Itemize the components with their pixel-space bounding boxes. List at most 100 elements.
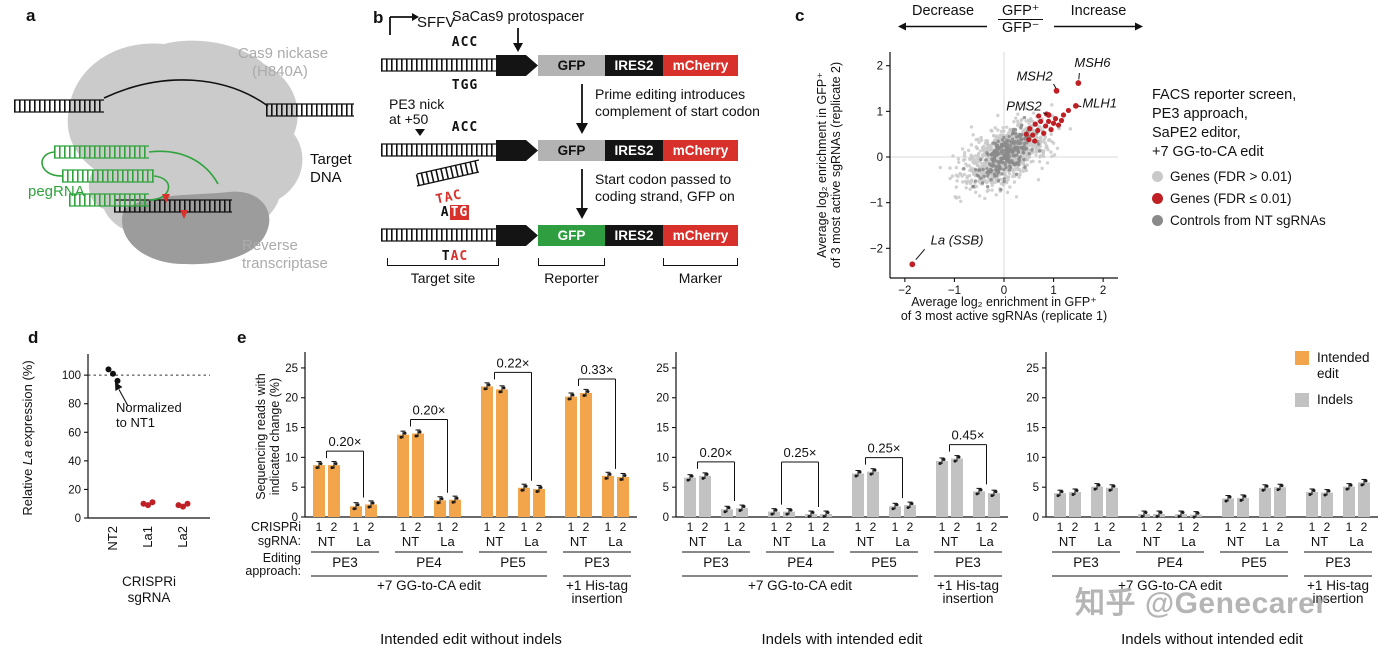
dot xyxy=(145,502,151,509)
svg-text:0: 0 xyxy=(877,152,883,164)
svg-text:PE4: PE4 xyxy=(1157,555,1183,570)
svg-text:PE3: PE3 xyxy=(1325,555,1351,570)
screen-scatter-plot: −2 −1 0 1 2 −2 −1 0 1 2 MSH6 MSH2 MLH1 PMS2 La (SSB) Av… xyxy=(815,52,1118,323)
svg-text:2: 2 xyxy=(907,520,914,534)
svg-text:10: 10 xyxy=(285,452,298,464)
svg-text:La: La xyxy=(811,534,826,549)
svg-text:NT: NT xyxy=(1311,534,1328,549)
svg-text:2: 2 xyxy=(877,61,883,73)
c-legend: FACS reporter screen, PE3 approach, SaPE… xyxy=(1152,86,1362,228)
bar xyxy=(904,505,916,517)
svg-text:2: 2 xyxy=(1156,520,1163,534)
codon-row3-bottom-prefix: T xyxy=(441,249,451,264)
svg-text:2: 2 xyxy=(499,520,506,534)
svg-text:PE5: PE5 xyxy=(871,555,897,570)
arrow-left-icon xyxy=(898,22,987,31)
panel-c-label: c xyxy=(795,6,805,25)
target-dna-label-line1: Target xyxy=(310,151,353,168)
svg-text:2: 2 xyxy=(1240,520,1247,534)
svg-text:2: 2 xyxy=(1100,285,1106,297)
svg-text:1: 1 xyxy=(1050,285,1056,297)
sffv-label: SFFV xyxy=(417,14,456,31)
panel-a-label: a xyxy=(26,6,36,25)
codon-row3-bottom-edit: AC xyxy=(450,249,469,264)
dot xyxy=(114,377,121,384)
bar xyxy=(496,389,508,517)
cas9-label-line2: (H840A) xyxy=(252,63,308,80)
svg-text:2: 2 xyxy=(415,520,422,534)
svg-text:La: La xyxy=(1349,534,1364,549)
svg-text:NT: NT xyxy=(1143,534,1160,549)
labeled-gene-point xyxy=(1072,102,1079,109)
svg-text:Normalized: Normalized xyxy=(116,400,182,415)
svg-text:approach:: approach: xyxy=(245,564,301,578)
bar xyxy=(1054,493,1066,517)
protospacer-element-row3 xyxy=(496,225,538,246)
svg-text:sgRNA:: sgRNA: xyxy=(258,534,301,548)
pegrna-label: pegRNA xyxy=(28,183,85,200)
svg-text:PE3: PE3 xyxy=(703,555,729,570)
svg-text:0.20×: 0.20× xyxy=(700,445,733,460)
svg-text:1: 1 xyxy=(892,520,899,534)
svg-text:CRISPRi: CRISPRi xyxy=(122,574,176,589)
svg-text:La: La xyxy=(608,534,623,549)
svg-text:insertion: insertion xyxy=(1312,591,1363,606)
svg-text:1: 1 xyxy=(568,520,575,534)
sffv-promoter-arrow-icon xyxy=(389,13,419,35)
bar xyxy=(565,396,577,517)
svg-text:60: 60 xyxy=(68,427,81,439)
svg-text:2: 2 xyxy=(702,520,709,534)
ires2-box-row1: IRES2 xyxy=(605,55,663,76)
svg-text:2: 2 xyxy=(1109,520,1116,534)
bar xyxy=(736,508,748,517)
svg-text:1: 1 xyxy=(605,520,612,534)
legend-dot-icon xyxy=(1152,215,1163,226)
svg-text:0.20×: 0.20× xyxy=(329,434,362,449)
decrease-group: Decrease xyxy=(897,3,989,37)
gfp-fraction: GFP⁺ GFP⁻ xyxy=(998,3,1044,36)
svg-text:2: 2 xyxy=(620,520,627,534)
dna-segment-row2 xyxy=(381,143,496,157)
decrease-label: Decrease xyxy=(911,3,975,19)
step2-text-line1: Start codon passed to xyxy=(595,171,732,187)
arrow-right-icon xyxy=(1054,22,1144,31)
svg-text:PE4: PE4 xyxy=(787,555,813,570)
svg-text:20: 20 xyxy=(68,484,81,496)
e-legend: Intended edit Indels xyxy=(1295,350,1370,418)
gfp-box-row3-on: GFP xyxy=(538,225,605,246)
bar xyxy=(1321,492,1333,517)
bar xyxy=(617,477,629,517)
e-legend-label: Intended edit xyxy=(1317,350,1370,381)
c-legend-title-line4: +7 GG-to-CA edit xyxy=(1152,144,1264,160)
svg-text:CRISPRi: CRISPRi xyxy=(251,520,301,534)
svg-text:La: La xyxy=(895,534,910,549)
svg-text:Average log₂ enrichment in GFP: Average log₂ enrichment in GFP⁺ xyxy=(815,72,829,258)
dot xyxy=(180,503,186,510)
svg-text:1: 1 xyxy=(521,520,528,534)
pegrna-strands xyxy=(41,145,219,207)
svg-text:1: 1 xyxy=(939,520,946,534)
bar xyxy=(1069,491,1081,517)
svg-text:+7 GG-to-CA edit: +7 GG-to-CA edit xyxy=(1118,578,1222,593)
svg-text:sgRNA: sgRNA xyxy=(128,590,171,605)
bar xyxy=(1237,497,1249,517)
dna-strand-curve xyxy=(103,79,269,107)
protospacer-label: SaCas9 protospacer xyxy=(451,9,585,25)
svg-text:20: 20 xyxy=(656,393,669,405)
svg-text:2: 2 xyxy=(1324,520,1331,534)
svg-text:1: 1 xyxy=(400,520,407,534)
svg-text:Sequencing reads with: Sequencing reads with xyxy=(254,373,268,500)
svg-text:1: 1 xyxy=(976,520,983,534)
svg-text:PE3: PE3 xyxy=(332,555,358,570)
svg-text:MSH2: MSH2 xyxy=(1016,68,1053,83)
bar xyxy=(350,506,362,517)
svg-text:1: 1 xyxy=(1346,520,1353,534)
svg-text:1: 1 xyxy=(877,106,883,118)
legend-item: Genes (FDR > 0.01) xyxy=(1152,169,1362,184)
svg-text:PE3: PE3 xyxy=(1073,555,1099,570)
codon-row3-top-prefix: A xyxy=(440,205,450,220)
svg-text:−2: −2 xyxy=(870,243,883,255)
bar xyxy=(1106,487,1118,517)
gfp-pos-label: GFP⁺ xyxy=(998,3,1044,20)
svg-text:indicated change (%): indicated change (%) xyxy=(268,378,282,495)
